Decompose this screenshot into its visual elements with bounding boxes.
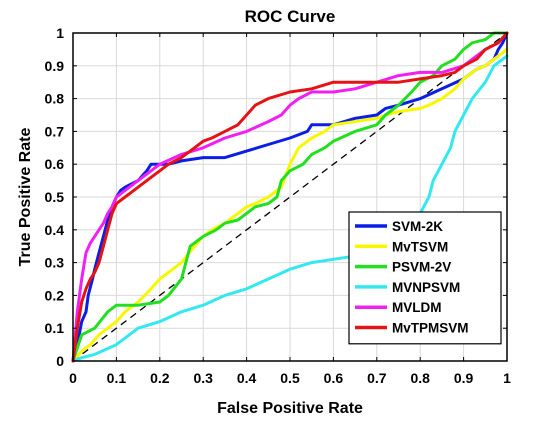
- y-tick-label: 0.7: [45, 123, 65, 139]
- series-line-mvldm: [71, 31, 509, 363]
- series-line-svm-2k: [71, 31, 509, 363]
- y-tick-label: 0.9: [45, 58, 65, 74]
- x-axis-label: False Positive Rate: [217, 400, 363, 417]
- x-tick-label: 0.8: [410, 370, 430, 386]
- y-tick-label: 0.4: [45, 222, 65, 238]
- y-tick-label: 1: [56, 25, 64, 41]
- x-tick-label: 1: [503, 370, 511, 386]
- axis-ticks: 0 0.1 0.2 0.3 0.4 0.5 0.6 0.7 0.8 0.9 1 0 0.1 0.2 0.3 0…: [45, 25, 512, 386]
- y-tick-label: 0.3: [45, 255, 65, 271]
- x-tick-label: 0.1: [107, 370, 127, 386]
- y-tick-label: 0.2: [45, 287, 65, 303]
- series-line-psvm-2v: [71, 31, 509, 363]
- y-tick-label: 0.8: [45, 91, 65, 107]
- legend: SVM-2K MvTSVM PSVM-2V MVNPSVM MVLDM MvTPMSVM: [348, 211, 502, 345]
- series-line-mvtpmsvm: [71, 31, 509, 363]
- x-tick-label: 0.2: [150, 370, 170, 386]
- x-tick-label: 0.4: [237, 370, 257, 386]
- legend-label-svm-2k: SVM-2K: [392, 219, 443, 234]
- x-tick-label: 0.7: [367, 370, 387, 386]
- legend-box: [348, 211, 502, 345]
- diagonal-reference-line: [72, 32, 508, 362]
- legend-label-mvtsvm: MvTSVM: [392, 239, 448, 254]
- y-tick-label: 0.6: [45, 156, 65, 172]
- x-tick-label: 0.6: [324, 370, 344, 386]
- legend-label-mvnpsvm: MVNPSVM: [392, 280, 460, 295]
- chart-title: ROC Curve: [245, 7, 336, 26]
- x-tick-label: 0: [69, 370, 77, 386]
- legend-label-mvtpmsvm: MvTPMSVM: [392, 321, 469, 336]
- y-axis-label: True Positive Rate: [17, 128, 34, 267]
- series-line-mvtsvm: [71, 47, 509, 363]
- x-tick-label: 0.9: [454, 370, 474, 386]
- legend-label-psvm-2v: PSVM-2V: [392, 260, 451, 275]
- x-tick-label: 0.5: [280, 370, 300, 386]
- legend-label-mvldm: MVLDM: [392, 300, 442, 315]
- y-tick-label: 0.1: [45, 320, 65, 336]
- y-tick-label: 0: [56, 353, 64, 369]
- y-tick-label: 0.5: [45, 189, 65, 205]
- x-tick-label: 0.3: [193, 370, 213, 386]
